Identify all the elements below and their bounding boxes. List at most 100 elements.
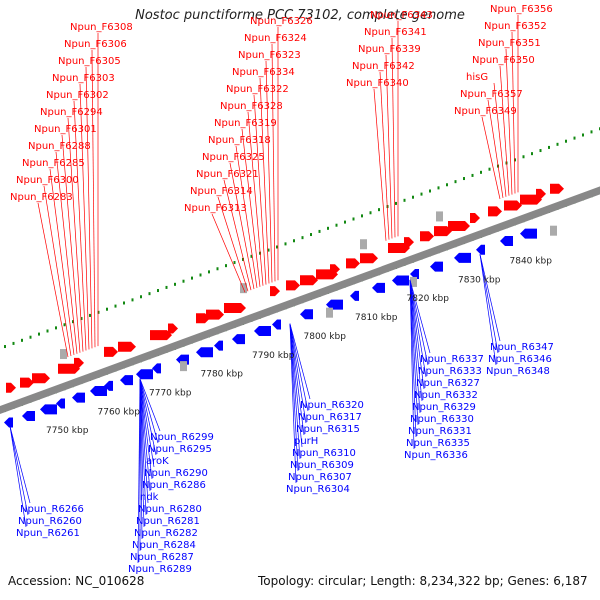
forward-gene-label: Npun_F6302 xyxy=(46,90,109,101)
forward-gene-label: Npun_F6339 xyxy=(358,44,421,55)
forward-leader-line xyxy=(253,94,267,285)
outer-tick xyxy=(539,149,542,153)
forward-gene-label: Npun_F6323 xyxy=(238,50,301,61)
kbp-label: 7790 kbp xyxy=(252,351,295,361)
forward-gene-label: Npun_F6314 xyxy=(190,186,253,197)
reverse-leader-line xyxy=(139,378,161,432)
forward-gene-arrow xyxy=(360,253,378,264)
forward-gene-arrow xyxy=(118,341,136,352)
kbp-label: 7780 kbp xyxy=(201,370,244,380)
outer-tick xyxy=(420,192,423,196)
outer-tick xyxy=(310,233,312,237)
outer-tick xyxy=(38,332,40,336)
gene-feature-layer xyxy=(0,183,600,428)
forward-gene-label: Npun_F6288 xyxy=(28,141,91,152)
reverse-gene-arrow xyxy=(410,268,419,279)
outer-tick xyxy=(582,133,584,137)
reverse-leader-line xyxy=(139,378,147,516)
outer-tick xyxy=(29,335,32,339)
kbp-label: 7770 kbp xyxy=(149,388,192,398)
misc-feature xyxy=(550,225,557,236)
forward-leader-line xyxy=(37,202,69,358)
forward-gene-label: Npun_F6319 xyxy=(214,118,277,129)
outer-tick xyxy=(165,285,168,289)
gene-label-layer: 7750 kbp 7760 kbp 7770 kbp 7780 kbp 7790 kbp… xyxy=(10,4,554,575)
outer-tick xyxy=(293,239,295,243)
outer-tick xyxy=(488,167,491,171)
forward-gene-label: Npun_F6306 xyxy=(64,39,127,50)
forward-gene-label: Npun_F6300 xyxy=(16,175,79,186)
topology-text: Topology: circular; Length: 8,234,322 bp… xyxy=(258,574,588,588)
reverse-gene-arrow xyxy=(232,334,245,345)
outer-tick xyxy=(148,292,151,296)
outer-tick xyxy=(548,145,550,149)
forward-leader-line xyxy=(379,71,390,240)
reverse-gene-label: Npun_R6289 xyxy=(128,564,192,575)
reverse-gene-arrow xyxy=(214,340,223,351)
reverse-gene-arrow xyxy=(196,347,213,358)
forward-leader-line xyxy=(67,117,84,352)
forward-gene-label: Npun_F6305 xyxy=(58,56,121,67)
outer-tick xyxy=(284,242,287,246)
forward-leader-line xyxy=(265,60,273,283)
reverse-gene-label: Npun_R6307 xyxy=(288,472,352,483)
reverse-gene-arrow xyxy=(350,290,359,301)
forward-leader-line xyxy=(247,111,264,286)
forward-gene-label: Npun_F6340 xyxy=(346,78,409,89)
reverse-gene-arrow xyxy=(476,244,485,255)
forward-gene-arrow xyxy=(470,212,480,223)
forward-gene-label: Npun_F6356 xyxy=(490,4,553,15)
forward-leader-line xyxy=(499,65,510,196)
outer-tick xyxy=(301,236,304,240)
reverse-leader-line xyxy=(289,323,305,436)
reverse-gene-label: Npun_R6346 xyxy=(488,354,552,365)
outer-tick xyxy=(191,276,193,280)
forward-gene-arrow xyxy=(104,346,118,357)
reverse-gene-label: Npun_R6317 xyxy=(298,412,362,423)
outer-tick xyxy=(463,177,465,181)
forward-gene-arrow xyxy=(488,206,502,217)
forward-leader-line xyxy=(223,179,252,291)
forward-gene-label: Npun_F6283 xyxy=(10,192,73,203)
forward-leader-line xyxy=(55,151,78,354)
reverse-gene-arrow xyxy=(254,326,271,337)
reverse-gene-label: purH xyxy=(294,436,318,447)
outer-tick xyxy=(565,139,567,143)
reverse-gene-label: Npun_R6327 xyxy=(416,378,480,389)
outer-tick xyxy=(199,273,202,277)
reverse-gene-arrow xyxy=(120,375,133,386)
reverse-leader-line xyxy=(409,279,415,450)
reverse-leader-line xyxy=(139,378,153,480)
kbp-label: 7810 kbp xyxy=(355,313,398,323)
forward-gene-arrow xyxy=(448,221,470,232)
reverse-gene-arrow xyxy=(22,410,35,421)
forward-leader-line xyxy=(481,116,501,200)
reverse-gene-label: Npun_R6304 xyxy=(286,484,350,495)
reverse-leader-line xyxy=(139,378,151,492)
forward-leader-line xyxy=(229,162,255,290)
reverse-leader-line xyxy=(409,279,425,390)
kbp-label: 7800 kbp xyxy=(304,332,347,342)
forward-gene-label: Npun_F6318 xyxy=(208,135,271,146)
reverse-gene-label: Npun_R6280 xyxy=(138,504,202,515)
reverse-gene-label: Npun_R6260 xyxy=(18,516,82,527)
outer-tick xyxy=(46,329,49,333)
reverse-gene-arrow xyxy=(104,380,113,391)
forward-gene-label: Npun_F6294 xyxy=(40,107,103,118)
reverse-leader-line xyxy=(289,323,301,460)
misc-feature xyxy=(360,239,367,250)
reverse-gene-label: Npun_R6284 xyxy=(132,540,196,551)
reverse-gene-arrow xyxy=(136,369,153,380)
outer-tick xyxy=(131,298,134,302)
forward-leader-line xyxy=(511,31,516,194)
outer-tick xyxy=(97,310,100,314)
reverse-gene-label: Npun_R6295 xyxy=(148,444,212,455)
forward-gene-label: Npun_F6313 xyxy=(184,203,247,214)
outer-tick xyxy=(429,189,431,193)
forward-leader-line xyxy=(241,128,261,287)
outer-tick xyxy=(471,173,474,177)
reverse-gene-arrow xyxy=(300,309,313,320)
reverse-leader-line xyxy=(409,279,419,426)
forward-gene-label: Npun_F6352 xyxy=(484,21,547,32)
